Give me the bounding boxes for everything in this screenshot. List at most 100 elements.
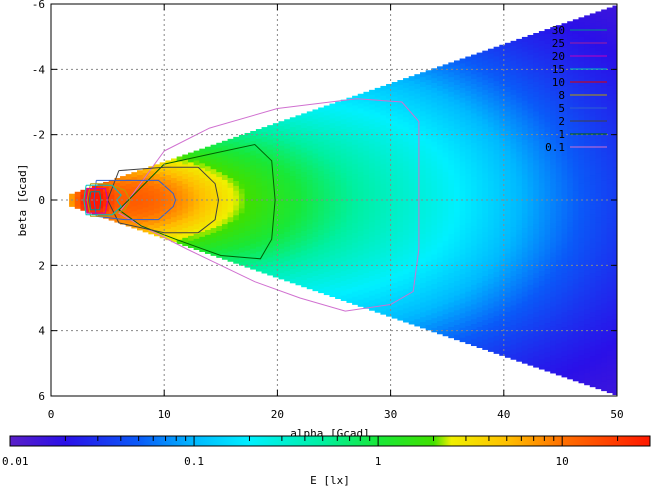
heatmap-cell xyxy=(357,275,365,281)
heatmap-cell xyxy=(516,58,523,64)
heatmap-cell xyxy=(448,214,455,220)
heatmap-cell xyxy=(595,153,602,160)
heatmap-cell xyxy=(318,122,325,128)
heatmap-cell xyxy=(578,46,585,53)
heatmap-cell xyxy=(267,247,274,254)
heatmap-cell xyxy=(363,214,370,220)
heatmap-cell xyxy=(589,175,597,181)
heatmap-cell xyxy=(555,275,563,281)
heatmap-cell xyxy=(272,132,280,139)
heatmap-cell xyxy=(221,165,229,171)
heatmap-cell xyxy=(589,307,597,313)
heatmap-cell xyxy=(284,119,291,125)
heatmap-cell xyxy=(448,331,455,338)
heatmap-cell xyxy=(420,327,427,329)
heatmap-cell xyxy=(261,127,268,133)
heatmap-cell xyxy=(465,149,472,156)
heatmap-cell xyxy=(595,192,602,199)
heatmap-cell xyxy=(601,14,608,20)
heatmap-cell xyxy=(187,216,195,222)
heatmap-cell xyxy=(346,215,353,221)
heatmap-cell xyxy=(584,172,591,178)
heatmap-cell xyxy=(612,279,617,286)
heatmap-cell xyxy=(437,330,444,335)
heatmap-cell xyxy=(578,36,585,43)
heatmap-cell xyxy=(521,291,529,298)
heatmap-cell xyxy=(510,138,517,145)
y-tick-label: 0 xyxy=(38,194,45,207)
heatmap-cell xyxy=(329,211,336,217)
heatmap-cell xyxy=(510,202,517,209)
heatmap-cell xyxy=(312,207,319,213)
heatmap-cell xyxy=(538,45,546,52)
heatmap-cell xyxy=(357,201,365,208)
heatmap-cell xyxy=(482,197,489,204)
heatmap-cell xyxy=(312,138,319,145)
heatmap-cell xyxy=(487,117,495,123)
heatmap-cell xyxy=(137,170,144,176)
heatmap-cell xyxy=(340,256,348,262)
heatmap-cell xyxy=(572,58,580,64)
heatmap-cell xyxy=(131,201,138,208)
heatmap-cell xyxy=(465,154,472,161)
heatmap-cell xyxy=(527,172,534,178)
heatmap-cell xyxy=(550,286,557,293)
heatmap-cell xyxy=(589,155,597,162)
heatmap-cell xyxy=(578,90,585,97)
heatmap-cell xyxy=(567,359,574,365)
heatmap-cell xyxy=(516,357,523,362)
heatmap-cell xyxy=(386,206,393,212)
heatmap-cell xyxy=(504,72,512,78)
heatmap-cell xyxy=(437,242,444,249)
heatmap-cell xyxy=(170,231,178,238)
heatmap-cell xyxy=(504,224,512,230)
heatmap-cell xyxy=(278,278,285,280)
heatmap-cell xyxy=(159,201,166,208)
heatmap-cell xyxy=(448,292,455,299)
heatmap-cell xyxy=(550,130,557,136)
heatmap-cell xyxy=(544,82,551,89)
heatmap-cell xyxy=(487,200,495,207)
heatmap-cell xyxy=(437,267,444,273)
heatmap-cell xyxy=(170,173,178,179)
heatmap-cell xyxy=(527,49,534,56)
heatmap-cell xyxy=(493,110,500,116)
heatmap-cell xyxy=(459,332,466,339)
heatmap-cell xyxy=(572,352,580,358)
heatmap-cell xyxy=(448,312,455,318)
heatmap-cell xyxy=(448,106,455,113)
heatmap-cell xyxy=(357,284,365,291)
heatmap-cell xyxy=(601,303,608,309)
heatmap-cell xyxy=(391,268,398,274)
heatmap-cell xyxy=(567,133,574,140)
heatmap-cell xyxy=(601,367,608,373)
heatmap-cell xyxy=(487,244,495,251)
heatmap-cell xyxy=(612,235,617,242)
heatmap-cell xyxy=(516,122,523,128)
heatmap-cell xyxy=(176,156,183,162)
heatmap-cell xyxy=(533,253,540,260)
heatmap-cell xyxy=(318,161,325,167)
heatmap-cell xyxy=(221,209,229,215)
heatmap-cell xyxy=(233,136,240,143)
heatmap-cell xyxy=(204,166,212,172)
heatmap-cell xyxy=(238,198,246,205)
heatmap-cell xyxy=(431,293,438,300)
heatmap-cell xyxy=(595,329,602,336)
heatmap-cell xyxy=(567,349,574,356)
heatmap-cell xyxy=(323,188,331,195)
x-tick-label: 10 xyxy=(158,408,171,421)
heatmap-cell xyxy=(386,314,393,317)
heatmap-cell xyxy=(550,193,557,200)
heatmap-cell xyxy=(238,149,246,156)
heatmap-cell xyxy=(448,145,455,152)
heatmap-cell xyxy=(521,90,529,97)
heatmap-cell xyxy=(414,147,421,154)
heatmap-cell xyxy=(544,176,551,182)
heatmap-cell xyxy=(465,125,472,131)
heatmap-cell xyxy=(550,340,557,347)
heatmap-cell xyxy=(204,180,212,187)
heatmap-cell xyxy=(544,342,551,349)
heatmap-cell xyxy=(431,73,438,79)
heatmap-cell xyxy=(403,156,410,162)
